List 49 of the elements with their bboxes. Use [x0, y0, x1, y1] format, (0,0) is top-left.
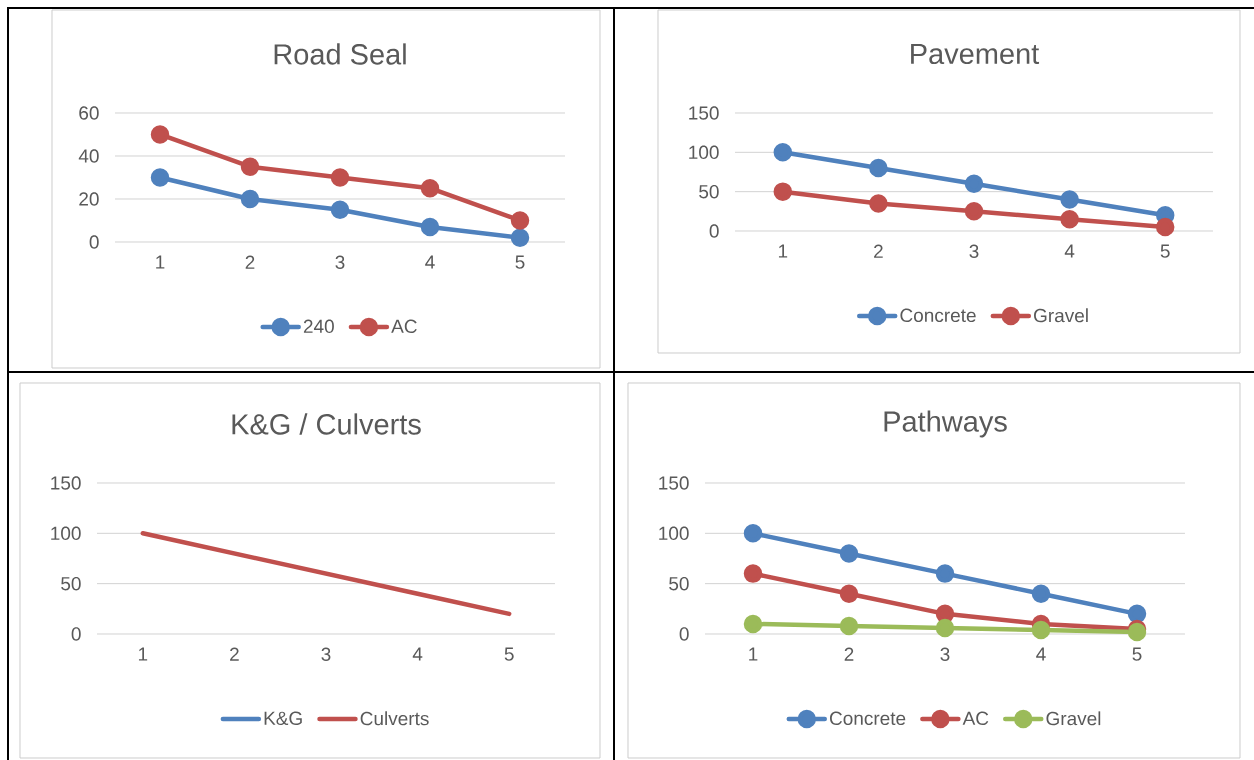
- legend-label: Gravel: [1046, 711, 1101, 726]
- x-tick-label: 2: [874, 244, 883, 258]
- x-tick-label: 5: [1160, 244, 1170, 258]
- y-tick-label: 100: [689, 145, 719, 160]
- y-tick-label: 20: [79, 192, 99, 206]
- y-tick-label: 150: [659, 476, 689, 490]
- x-tick-label: 3: [321, 647, 331, 661]
- x-tick-label: 3: [940, 647, 950, 661]
- x-tick-label: 4: [412, 647, 423, 661]
- y-tick-label: 0: [71, 627, 81, 641]
- y-tick-label: 150: [689, 106, 719, 120]
- y-tick-label: 100: [51, 526, 81, 541]
- x-tick-label: 1: [749, 647, 758, 661]
- x-tick-label: 2: [245, 255, 255, 269]
- legend-label: Culverts: [360, 711, 429, 726]
- x-tick-label: 4: [1036, 647, 1046, 661]
- chart-title: Pavement: [911, 43, 1040, 65]
- chart-title: Road Seal: [274, 43, 406, 65]
- legend-label: AC: [391, 319, 417, 334]
- x-tick-label: 1: [138, 647, 148, 661]
- y-tick-label: 150: [51, 476, 81, 490]
- x-tick-label: 3: [335, 255, 345, 269]
- x-tick-label: 5: [515, 255, 525, 269]
- y-tick-label: 50: [61, 576, 81, 591]
- y-tick-label: 0: [709, 224, 719, 238]
- x-tick-label: 2: [844, 647, 854, 661]
- x-tick-label: 4: [1064, 244, 1075, 258]
- y-tick-label: 40: [78, 149, 99, 163]
- y-tick-label: 50: [699, 184, 719, 199]
- y-tick-label: 0: [679, 627, 689, 641]
- x-tick-label: 1: [156, 255, 165, 269]
- legend-label: Concrete: [900, 308, 976, 323]
- y-tick-label: 100: [659, 526, 689, 541]
- legend-label: 240: [303, 319, 334, 334]
- y-tick-label: 50: [669, 576, 689, 591]
- x-tick-label: 2: [230, 647, 239, 661]
- chart-title: K&G / Culverts: [232, 413, 421, 435]
- y-tick-label: 0: [89, 235, 99, 249]
- x-tick-label: 4: [425, 255, 435, 269]
- y-tick-label: 60: [79, 106, 99, 120]
- legend-label: K&G: [264, 711, 302, 726]
- legend-label: AC: [962, 711, 989, 726]
- chart-title: Pathways: [884, 410, 1007, 438]
- legend-label: Concrete: [829, 711, 906, 726]
- x-tick-label: 3: [969, 244, 979, 258]
- x-tick-label: 1: [778, 244, 788, 258]
- legend-label: Gravel: [1034, 308, 1088, 323]
- x-tick-label: 5: [504, 647, 514, 661]
- x-tick-label: 5: [1132, 647, 1142, 661]
